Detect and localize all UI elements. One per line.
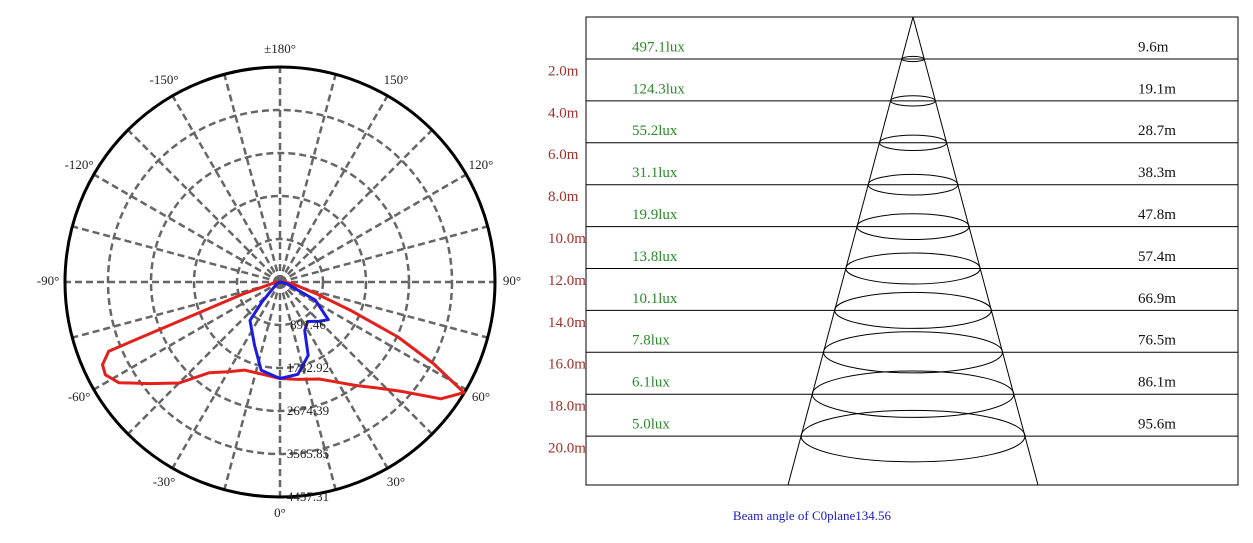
beam-ellipse [901,55,925,63]
lux-label: 13.8lux [632,249,678,265]
spoke [279,280,488,339]
diameter-label: 47.8m [1138,207,1176,223]
diameter-label: 66.9m [1138,291,1176,307]
spoke [93,280,281,391]
angle-tick-label: 0° [274,505,286,520]
spoke [72,225,281,284]
outer-ring [63,65,497,499]
spoke [278,281,337,490]
height-label: 4.0m [548,105,579,121]
height-label: 2.0m [548,63,579,79]
spoke [93,173,281,284]
angle-tick-label: 60° [472,389,490,404]
lux-label: 7.8lux [632,333,670,349]
angle-tick-label: -90° [37,273,60,288]
height-label: 14.0m [548,315,586,331]
height-label: 6.0m [548,147,579,163]
grid-ring [106,108,454,456]
beam-ellipse [811,370,1015,418]
lux-label: 5.0lux [632,417,670,433]
beam-ellipse [834,291,992,329]
diameter-label: 9.6m [1138,39,1169,55]
diameter-label: 28.7m [1138,123,1176,139]
beam-ellipse [856,213,970,240]
lux-label: 6.1lux [632,375,670,391]
spoke [278,74,337,283]
beam-frame [585,16,1239,486]
angle-tick-label: 90° [503,273,521,288]
intensity-curve [101,280,466,401]
angle-tick-label: -60° [68,389,91,404]
spoke [223,74,282,283]
diameter-label: 57.4m [1138,249,1176,265]
spoke [279,280,467,391]
diameter-label: 86.1m [1138,375,1176,391]
spoke [278,281,389,469]
radial-tick-label: 4457.31 [287,489,329,504]
radial-tick-label: 2674.39 [287,403,329,418]
lux-label: 124.3lux [632,81,685,97]
height-label: 20.0m [548,441,586,457]
lux-label: 55.2lux [632,123,678,139]
spoke [127,281,281,435]
lux-label: 19.9lux [632,207,678,223]
radial-tick-label: 891.46 [290,317,326,332]
spoke [72,280,281,339]
spoke [279,225,488,284]
beam-ellipse [822,331,1004,374]
height-label: 12.0m [548,273,586,289]
lux-label: 10.1lux [632,291,678,307]
spoke [127,129,281,283]
beam-ellipse [867,173,959,196]
diameter-label: 38.3m [1138,165,1176,181]
angle-tick-label: 30° [387,474,405,489]
angle-tick-label: ±180° [264,41,296,56]
intensity-curve [248,280,330,380]
beam-caption: Beam angle of C0plane134.56 [733,508,892,523]
lux-label: 31.1lux [632,165,678,181]
grid-ring [149,151,411,413]
angle-tick-label: -150° [149,72,178,87]
height-label: 8.0m [548,189,579,205]
cone-edge [912,16,1039,486]
height-label: 10.0m [548,231,586,247]
spoke [171,281,282,469]
radial-tick-label: 3565.85 [287,446,329,461]
diameter-label: 19.1m [1138,81,1176,97]
beam-ellipse [800,409,1026,463]
spoke [279,281,433,435]
beam-ellipse [878,134,948,152]
grid-ring [192,194,368,370]
spoke [279,173,467,284]
spoke [223,281,282,490]
spoke [278,95,389,283]
diameter-label: 76.5m [1138,333,1176,349]
cone-edge [787,16,914,486]
diameter-label: 95.6m [1138,417,1176,433]
angle-tick-label: 150° [384,72,409,87]
height-label: 18.0m [548,399,586,415]
angle-tick-label: 120° [469,157,494,172]
spoke [171,95,282,283]
angle-tick-label: -120° [65,157,94,172]
angle-tick-label: -30° [153,474,176,489]
spoke [279,129,433,283]
lux-label: 497.1lux [632,39,685,55]
beam-ellipse [890,95,936,107]
grid-ring [235,237,325,327]
beam-ellipse [845,252,981,285]
radial-tick-label: 1782.92 [287,360,329,375]
height-label: 16.0m [548,357,586,373]
